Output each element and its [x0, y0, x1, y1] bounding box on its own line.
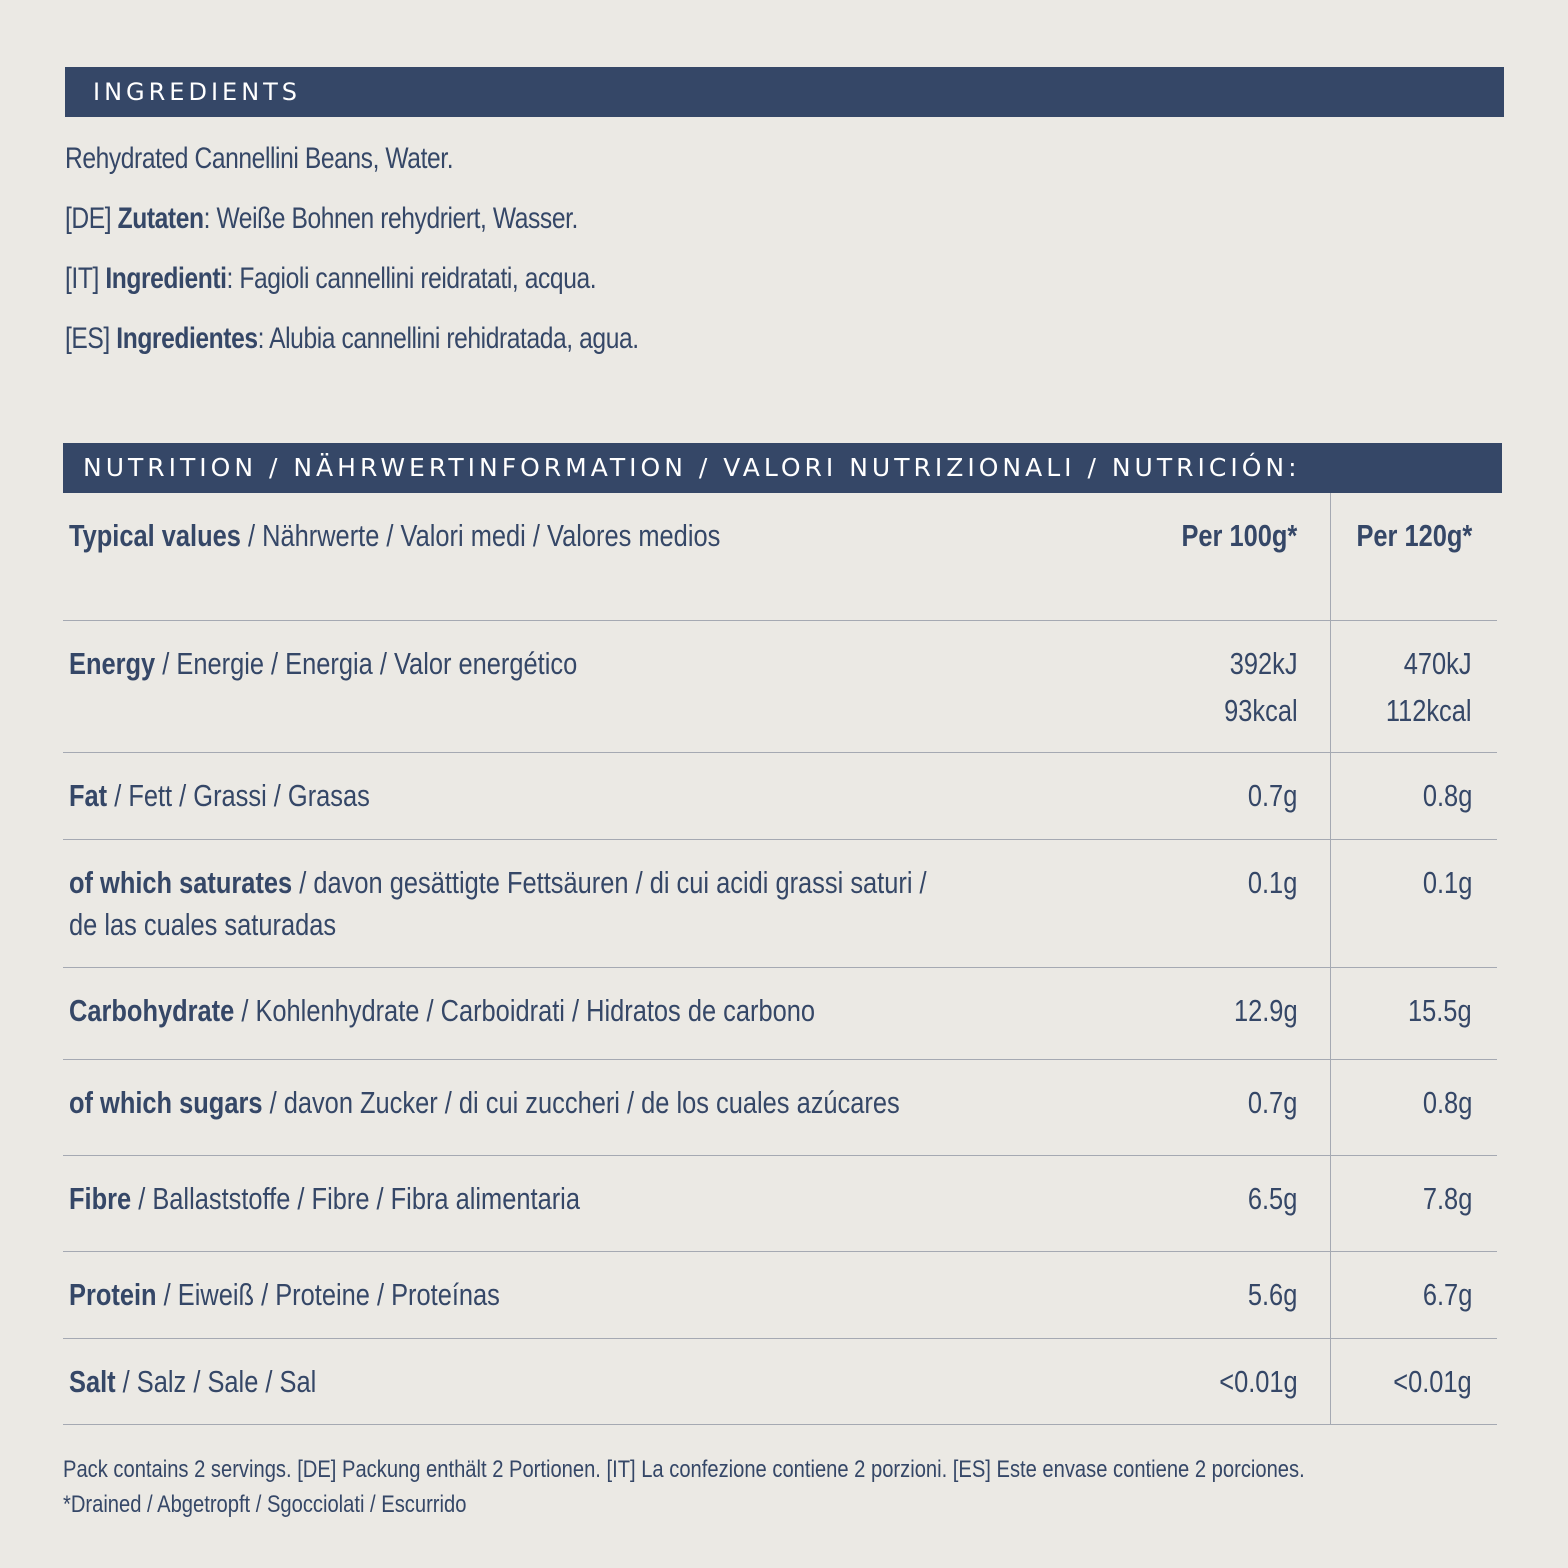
- value-per-100g: 12.9g: [1234, 992, 1298, 1028]
- nutrition-heading: NUTRITION / NÄHRWERTINFORMATION / VALORI…: [63, 443, 1502, 493]
- row-label: Carbohydrate / Kohlenhydrate / Carboidra…: [69, 992, 816, 1028]
- table-row: Fat / Fett / Grassi / Grasas 0.7g 0.8g: [63, 752, 1497, 839]
- value-per-100g: 6.5g: [1248, 1180, 1298, 1216]
- value-per-100g: 0.1g: [1248, 864, 1298, 900]
- header-label: Typical values / Nährwerte / Valori medi…: [69, 518, 721, 553]
- value-per-120g: 0.8g: [1329, 752, 1497, 839]
- row-label: of which saturates / davon gesättigte Fe…: [69, 864, 927, 942]
- row-label: Fibre / Ballaststoffe / Fibre / Fibra al…: [69, 1180, 580, 1216]
- value-per-120g: <0.01g: [1329, 1338, 1497, 1424]
- nutrition-header-row: Typical values / Nährwerte / Valori medi…: [63, 493, 1497, 620]
- value-per-100g: <0.01g: [1219, 1363, 1298, 1399]
- table-row: Protein / Eiweiß / Proteine / Proteínas …: [63, 1251, 1497, 1338]
- value-per-100g: 0.7g: [1248, 1084, 1298, 1120]
- value-per-120g: 0.1g: [1329, 839, 1497, 967]
- value-per-100g: 5.6g: [1248, 1276, 1298, 1312]
- row-label: Salt / Salz / Sale / Sal: [69, 1363, 317, 1399]
- table-row: Fibre / Ballaststoffe / Fibre / Fibra al…: [63, 1155, 1497, 1251]
- ingredients-line-it: [IT] Ingredienti: Fagioli cannellini rei…: [65, 262, 597, 295]
- value-per-120g: 6.7g: [1329, 1251, 1497, 1338]
- nutrition-table: Typical values / Nährwerte / Valori medi…: [63, 493, 1497, 1425]
- table-row: of which saturates / davon gesättigte Fe…: [63, 839, 1497, 967]
- servings-note: Pack contains 2 servings. [DE] Packung e…: [63, 1456, 1305, 1483]
- table-row: Carbohydrate / Kohlenhydrate / Carboidra…: [63, 967, 1497, 1059]
- ingredients-line-de: [DE] Zutaten: Weiße Bohnen rehydriert, W…: [65, 202, 578, 235]
- value-per-120g: 470kJ 112kcal: [1329, 620, 1497, 752]
- row-label: Protein / Eiweiß / Proteine / Proteínas: [69, 1276, 500, 1312]
- ingredients-heading: INGREDIENTS: [65, 67, 1504, 117]
- value-per-120g: 0.8g: [1329, 1059, 1497, 1155]
- header-per-100g: Per 100g*: [1181, 518, 1298, 553]
- drained-note: *Drained / Abgetropft / Sgocciolati / Es…: [63, 1491, 467, 1518]
- value-per-120g: 15.5g: [1329, 967, 1497, 1059]
- header-per-120g: Per 120g*: [1329, 493, 1497, 620]
- row-label: of which sugars / davon Zucker / di cui …: [69, 1084, 900, 1120]
- ingredients-line-en: Rehydrated Cannellini Beans, Water.: [65, 142, 454, 175]
- value-per-100g: 0.7g: [1248, 777, 1298, 813]
- row-label: Energy / Energie / Energia / Valor energ…: [69, 645, 578, 681]
- ingredients-line-es: [ES] Ingredientes: Alubia cannellini reh…: [65, 322, 639, 355]
- value-per-100g: 392kJ 93kcal: [1224, 645, 1298, 728]
- row-label: Fat / Fett / Grassi / Grasas: [69, 777, 370, 813]
- table-row: Salt / Salz / Sale / Sal <0.01g <0.01g: [63, 1338, 1497, 1424]
- value-per-120g: 7.8g: [1329, 1155, 1497, 1251]
- table-row: Energy / Energie / Energia / Valor energ…: [63, 620, 1497, 752]
- table-row: of which sugars / davon Zucker / di cui …: [63, 1059, 1497, 1155]
